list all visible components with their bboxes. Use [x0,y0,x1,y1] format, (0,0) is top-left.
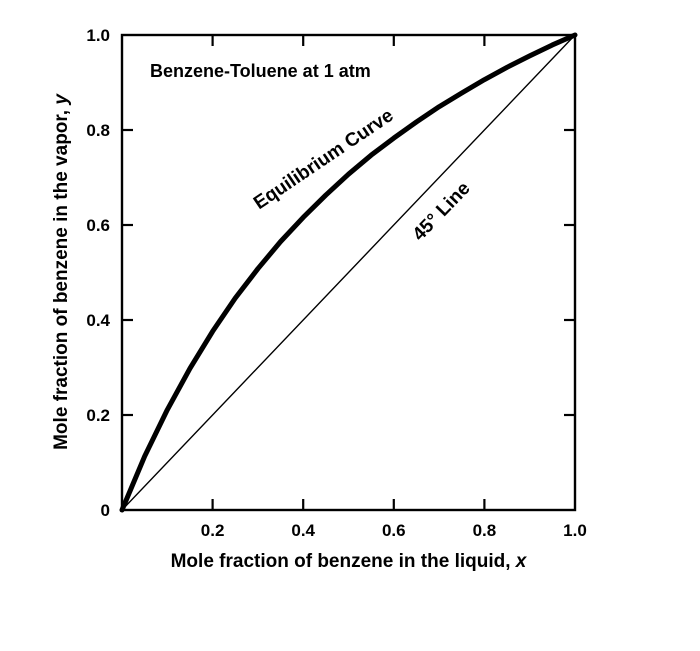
forty-five-degree-line [121,34,576,511]
x-axis-label: Mole fraction of benzene in the liquid, … [122,551,575,573]
y-axis-label-text: Mole fraction of benzene in the vapor, [51,104,72,450]
plot-frame [120,33,577,512]
x-tick-label: 0.6 [382,521,406,540]
x-tick-label: 0.2 [201,521,225,540]
chart-title: Benzene-Toluene at 1 atm [150,61,371,81]
y-tick-label: 1.0 [86,26,110,45]
y-tick-label: 0 [101,501,110,520]
y-tick-label: 0.8 [86,121,110,140]
equilibrium-curve-line [119,32,578,513]
y-tick-label: 0.6 [86,216,110,235]
y-axis-variable: y [51,94,72,105]
x-tick-label: 1.0 [563,521,587,540]
y-tick-label: 0.4 [86,311,110,330]
x-axis-label-text: Mole fraction of benzene in the liquid, [170,551,516,572]
x-tick-label: 0.8 [473,521,497,540]
x-axis-variable: x [515,551,527,572]
x-tick-label: 0.4 [291,521,315,540]
y-axis-label: Mole fraction of benzene in the vapor, y [51,94,73,450]
y-tick-label: 0.2 [86,406,110,425]
